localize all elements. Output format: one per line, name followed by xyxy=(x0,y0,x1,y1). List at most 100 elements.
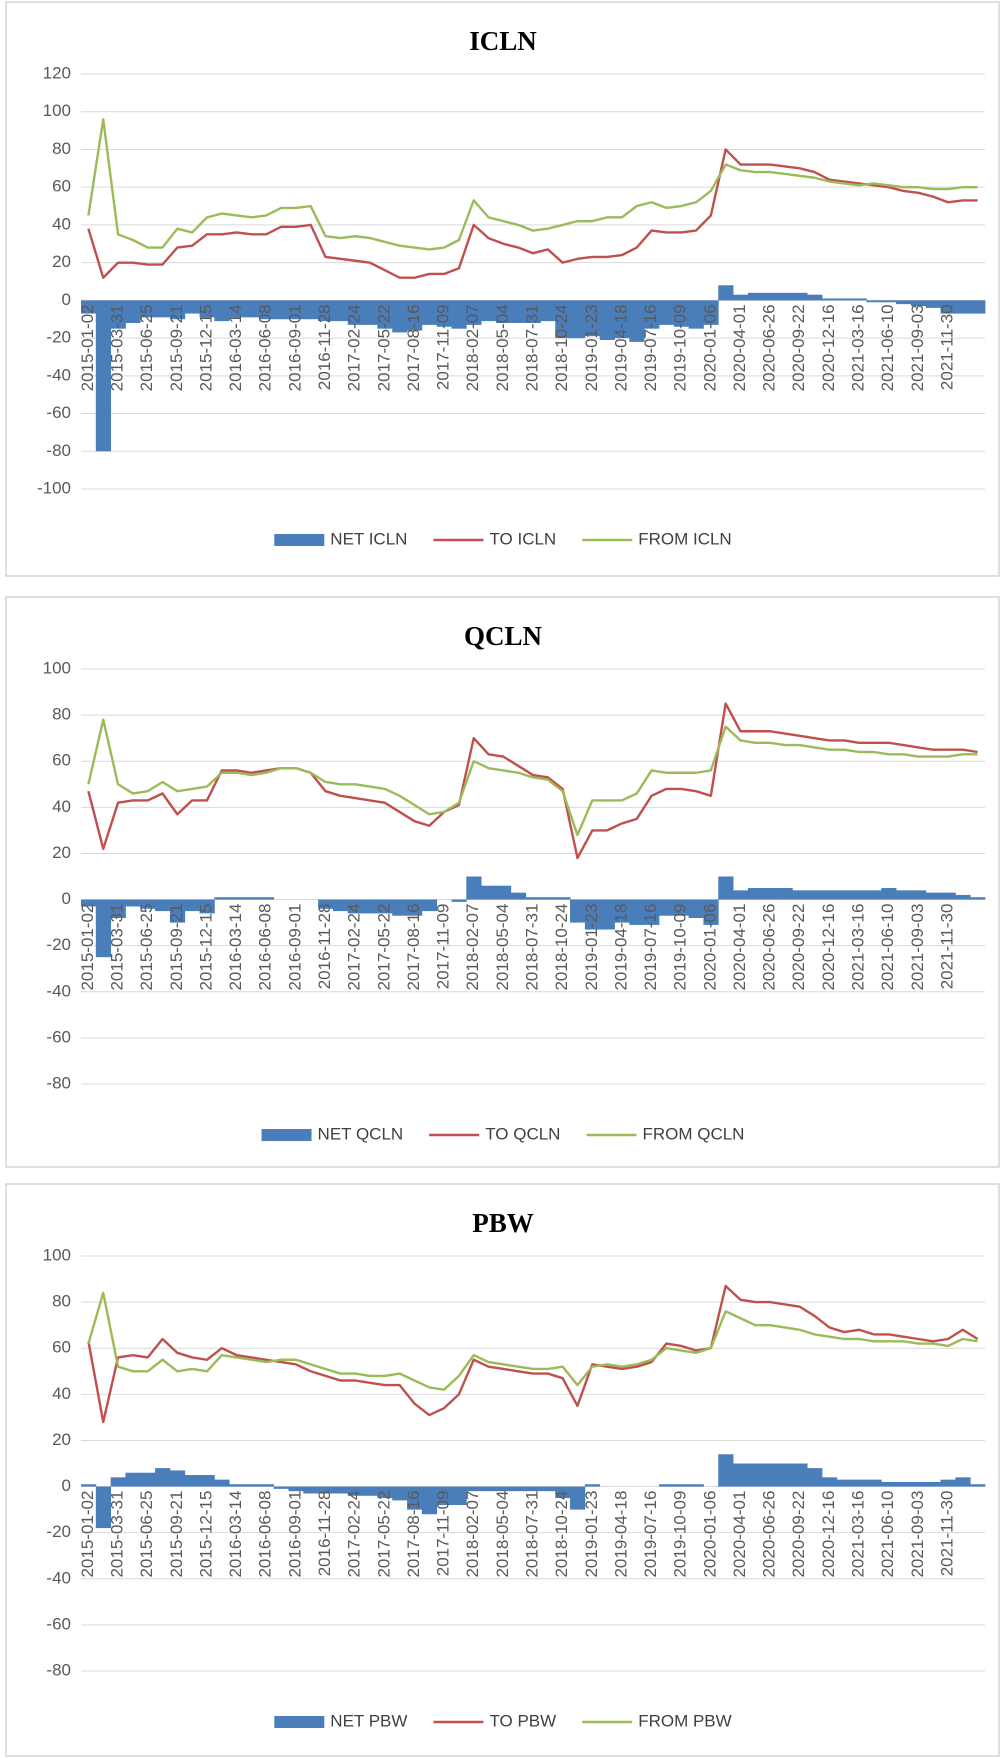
line xyxy=(87,718,978,837)
bar xyxy=(258,897,275,900)
bar xyxy=(258,1484,275,1487)
bar xyxy=(570,899,586,923)
legend-swatch xyxy=(261,1129,312,1141)
bar xyxy=(199,1475,215,1487)
line xyxy=(87,118,978,251)
bar xyxy=(525,300,541,323)
bar xyxy=(110,300,126,329)
bar xyxy=(125,1472,141,1487)
bar xyxy=(940,1479,956,1487)
bar xyxy=(392,1486,408,1501)
x-tick-label: 2019-01-23 xyxy=(582,904,601,991)
bar xyxy=(570,1486,586,1510)
bar xyxy=(762,292,778,301)
bar xyxy=(451,300,467,329)
bar xyxy=(807,890,823,900)
y-tick-label: -80 xyxy=(46,1660,71,1679)
panel-frame xyxy=(5,1,1000,577)
bar xyxy=(273,1486,289,1489)
legend: NET QCLN TO QCLN FROM QCLN xyxy=(261,1124,744,1143)
bar xyxy=(570,300,586,339)
bar xyxy=(155,899,171,912)
bar xyxy=(688,300,704,329)
bar xyxy=(614,300,630,339)
x-tick-label: 2018-02-07 xyxy=(463,904,482,991)
x-tick-label: 2015-03-31 xyxy=(108,1491,127,1578)
bar xyxy=(332,1486,349,1494)
bar xyxy=(614,899,630,923)
bar xyxy=(836,298,853,301)
x-tick-label: 2016-09-01 xyxy=(285,904,304,991)
bar xyxy=(199,899,215,914)
y-tick-label: -20 xyxy=(46,328,71,347)
bar xyxy=(629,300,645,342)
x-tick-label: 2016-09-01 xyxy=(285,304,304,391)
bar xyxy=(925,300,941,308)
bar xyxy=(184,300,200,314)
x-tick-label: 2017-11-09 xyxy=(434,904,453,990)
chart-title: ICLN xyxy=(469,26,537,56)
x-tick-label: 2021-03-16 xyxy=(849,904,868,991)
x-tick-label: 2016-06-08 xyxy=(256,1491,275,1578)
x-tick-label: 2017-02-24 xyxy=(345,304,364,391)
bar xyxy=(125,899,141,907)
x-tick-label: 2018-05-04 xyxy=(493,904,512,991)
bar xyxy=(851,298,867,301)
bar xyxy=(110,1477,126,1487)
bar xyxy=(836,890,853,900)
bar xyxy=(658,300,675,325)
x-tick-label: 2017-05-22 xyxy=(374,904,393,991)
bar xyxy=(510,1486,526,1492)
bar xyxy=(540,300,556,322)
x-tick-label: 2021-06-10 xyxy=(878,304,897,391)
x-tick-label: 2021-09-03 xyxy=(908,304,927,391)
x-tick-label: 2018-05-04 xyxy=(493,304,512,391)
bar xyxy=(318,1486,334,1494)
bar xyxy=(658,1484,675,1487)
chart-title: QCLN xyxy=(464,621,543,651)
bar xyxy=(555,300,571,339)
bar xyxy=(910,1481,927,1487)
x-tick-label: 2020-09-22 xyxy=(789,904,808,991)
bar xyxy=(362,1486,378,1496)
bar xyxy=(510,892,526,900)
y-tick-label: 0 xyxy=(62,290,71,309)
bar xyxy=(733,1463,749,1487)
y-tick-label: -60 xyxy=(46,403,71,422)
legend: NET PBW TO PBW FROM PBW xyxy=(274,1711,732,1730)
bar xyxy=(495,300,512,323)
bar xyxy=(258,300,275,320)
bar xyxy=(881,888,897,900)
bar xyxy=(377,1486,393,1499)
y-tick-label: 0 xyxy=(62,1476,71,1495)
x-tick-label: 2019-10-09 xyxy=(671,304,690,391)
x-tick-label: 2016-06-08 xyxy=(256,904,275,991)
bar xyxy=(125,300,141,323)
line xyxy=(87,148,978,279)
bar xyxy=(644,300,660,329)
bar xyxy=(940,892,956,900)
y-tick-label: 60 xyxy=(52,1338,71,1357)
bar xyxy=(229,897,245,900)
bar xyxy=(970,897,986,900)
x-tick-label: 2021-06-10 xyxy=(878,904,897,991)
bar xyxy=(866,1479,882,1487)
x-tick-label: 2021-11-30 xyxy=(937,904,956,990)
y-tick-label: 100 xyxy=(43,1245,71,1264)
x-tick-label: 2018-07-31 xyxy=(522,904,541,991)
y-tick-label: 80 xyxy=(52,705,71,724)
bar xyxy=(140,300,156,318)
x-tick-label: 2015-01-02 xyxy=(78,904,97,991)
x-tick-label: 2020-01-06 xyxy=(700,1491,719,1578)
bar xyxy=(303,300,319,320)
bar xyxy=(169,1470,186,1487)
bar xyxy=(318,300,334,322)
x-tick-label: 2019-01-23 xyxy=(582,304,601,391)
y-tick-label: 40 xyxy=(52,797,71,816)
x-tick-label: 2019-10-09 xyxy=(671,904,690,991)
bar xyxy=(184,899,200,912)
bar xyxy=(214,300,230,322)
x-tick-label: 2018-07-31 xyxy=(522,304,541,391)
bar xyxy=(421,300,438,325)
line xyxy=(87,1291,978,1391)
